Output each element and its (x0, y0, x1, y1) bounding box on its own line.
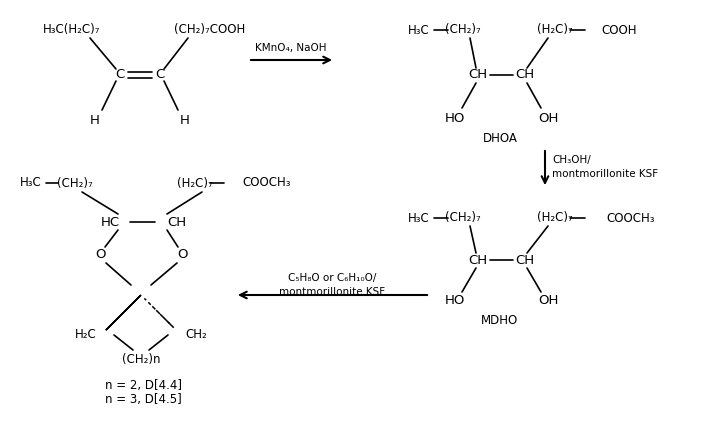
Text: COOCH₃: COOCH₃ (606, 211, 654, 225)
Text: O: O (95, 249, 105, 262)
Polygon shape (106, 295, 141, 330)
Text: H₃C: H₃C (20, 176, 42, 189)
Text: (CH₂)₇COOH: (CH₂)₇COOH (174, 24, 246, 36)
Text: CH: CH (469, 68, 487, 81)
Text: (CH₂)n: (CH₂)n (122, 354, 161, 366)
Text: n = 3, D[4.5]: n = 3, D[4.5] (105, 392, 181, 406)
Text: montmorillonite KSF: montmorillonite KSF (552, 169, 658, 179)
Text: (H₂C)₇: (H₂C)₇ (177, 176, 213, 189)
Text: O: O (178, 249, 188, 262)
Text: CH: CH (469, 254, 487, 267)
Text: (H₂C)₇: (H₂C)₇ (537, 211, 573, 225)
Text: C₅H₈O or C₆H₁₀O/: C₅H₈O or C₆H₁₀O/ (288, 273, 376, 283)
Text: HO: HO (445, 293, 465, 306)
Text: H₃C: H₃C (408, 24, 430, 36)
Text: HC: HC (101, 216, 120, 228)
Text: montmorillonite KSF: montmorillonite KSF (279, 287, 385, 297)
Text: OH: OH (538, 111, 558, 124)
Text: C: C (156, 68, 165, 81)
Text: (CH₂)₇: (CH₂)₇ (445, 24, 481, 36)
Text: H₂C: H₂C (76, 328, 97, 341)
Text: C: C (115, 68, 125, 81)
Text: n = 2, D[4.4]: n = 2, D[4.4] (105, 379, 182, 392)
Text: H: H (180, 114, 190, 127)
Text: H: H (90, 114, 100, 127)
Text: COOH: COOH (601, 24, 636, 36)
Text: KMnO₄, NaOH: KMnO₄, NaOH (256, 43, 327, 53)
Text: CH₃OH/: CH₃OH/ (552, 155, 590, 165)
Text: CH: CH (167, 216, 186, 228)
Text: H₃C: H₃C (408, 211, 430, 225)
Text: HO: HO (445, 111, 465, 124)
Text: (H₂C)₇: (H₂C)₇ (537, 24, 573, 36)
Text: CH: CH (516, 68, 534, 81)
Text: (CH₂)₇: (CH₂)₇ (57, 176, 93, 189)
Text: OH: OH (538, 293, 558, 306)
Text: MDHO: MDHO (482, 314, 518, 327)
Text: DHOA: DHOA (482, 132, 518, 144)
Text: CH₂: CH₂ (185, 328, 207, 341)
Text: (CH₂)₇: (CH₂)₇ (445, 211, 481, 225)
Text: CH: CH (516, 254, 534, 267)
Text: H₃C(H₂C)₇: H₃C(H₂C)₇ (43, 24, 101, 36)
Text: COOCH₃: COOCH₃ (242, 176, 290, 189)
